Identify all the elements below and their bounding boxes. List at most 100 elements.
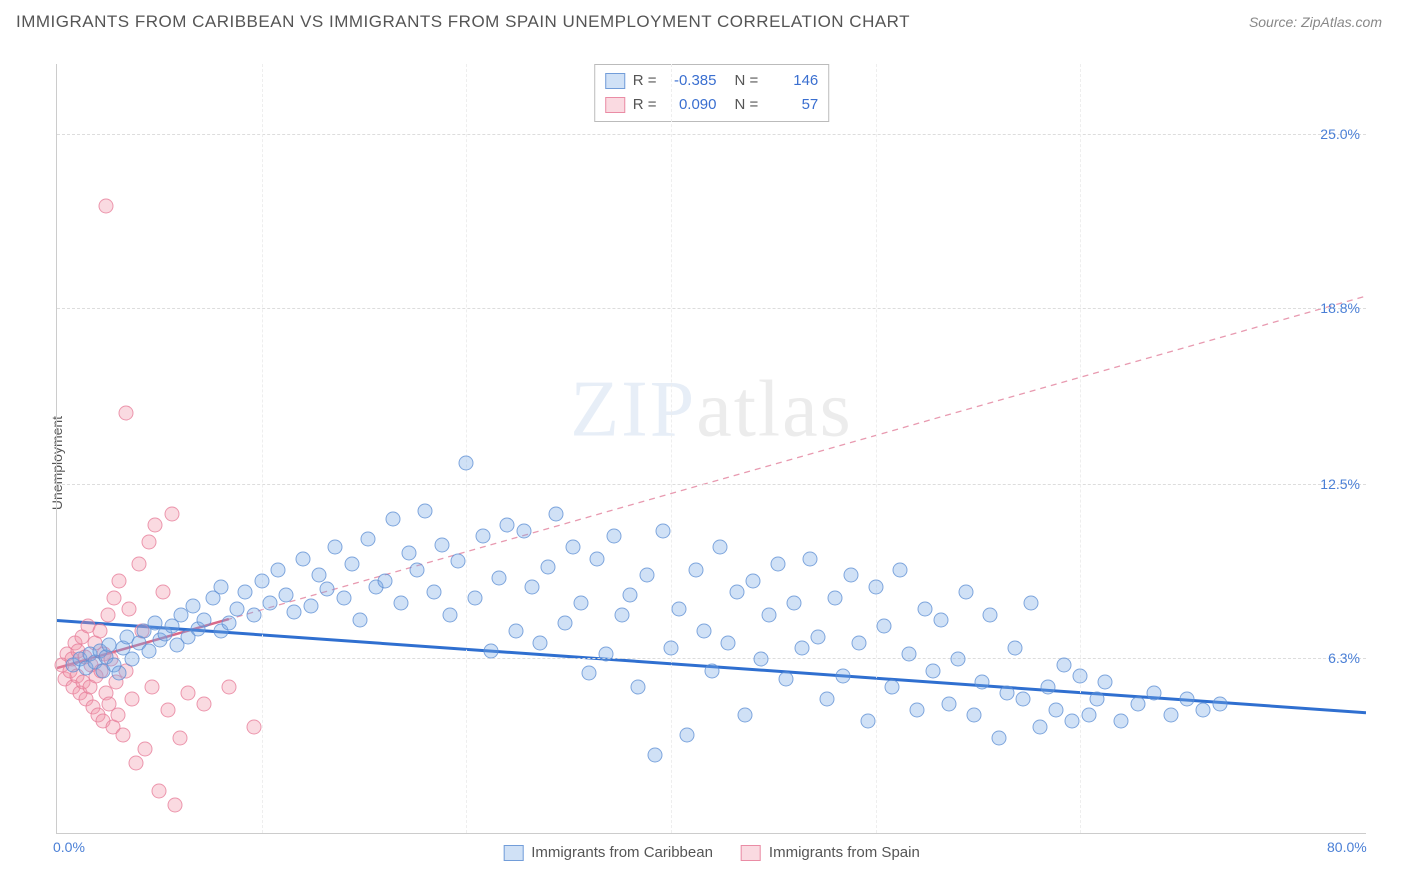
- data-point: [426, 585, 441, 600]
- data-point: [705, 663, 720, 678]
- data-point: [271, 562, 286, 577]
- data-point: [942, 697, 957, 712]
- swatch-pink-icon: [741, 845, 761, 861]
- data-point: [795, 641, 810, 656]
- data-point: [975, 674, 990, 689]
- watermark-zip: ZIP: [570, 366, 696, 454]
- data-point: [1089, 691, 1104, 706]
- data-point: [459, 456, 474, 471]
- y-tick-label: 6.3%: [1328, 650, 1360, 666]
- data-point: [197, 613, 212, 628]
- data-point: [836, 669, 851, 684]
- data-point: [410, 562, 425, 577]
- data-point: [246, 607, 261, 622]
- watermark: ZIPatlas: [570, 365, 853, 456]
- data-point: [483, 644, 498, 659]
- data-point: [893, 562, 908, 577]
- data-point: [377, 574, 392, 589]
- data-point: [125, 691, 140, 706]
- data-point: [144, 680, 159, 695]
- stats-row-blue: R = -0.385 N = 146: [605, 69, 819, 93]
- data-point: [128, 756, 143, 771]
- data-point: [115, 728, 130, 743]
- data-point: [991, 730, 1006, 745]
- data-point: [344, 557, 359, 572]
- chart-title: IMMIGRANTS FROM CARIBBEAN VS IMMIGRANTS …: [16, 12, 910, 32]
- r-value-blue: -0.385: [665, 69, 717, 93]
- plot-area: ZIPatlas R = -0.385 N = 146 R = 0.090 N …: [56, 64, 1366, 834]
- gridline-h: [57, 134, 1366, 135]
- x-tick-label: 0.0%: [53, 839, 85, 855]
- data-point: [1065, 714, 1080, 729]
- data-point: [688, 562, 703, 577]
- legend-label-blue: Immigrants from Caribbean: [531, 844, 713, 861]
- data-point: [320, 582, 335, 597]
- data-point: [565, 540, 580, 555]
- data-point: [197, 697, 212, 712]
- swatch-pink-icon: [605, 97, 625, 113]
- bottom-legend: Immigrants from Caribbean Immigrants fro…: [503, 844, 920, 861]
- data-point: [844, 568, 859, 583]
- data-point: [967, 708, 982, 723]
- data-point: [230, 602, 245, 617]
- data-point: [917, 602, 932, 617]
- data-point: [1098, 674, 1113, 689]
- data-point: [721, 635, 736, 650]
- data-point: [92, 624, 107, 639]
- data-point: [664, 641, 679, 656]
- data-point: [1032, 719, 1047, 734]
- data-point: [112, 574, 127, 589]
- data-point: [181, 686, 196, 701]
- data-point: [901, 646, 916, 661]
- data-point: [860, 714, 875, 729]
- data-point: [328, 540, 343, 555]
- data-point: [112, 666, 127, 681]
- data-point: [1147, 686, 1162, 701]
- x-tick-label: 80.0%: [1327, 839, 1367, 855]
- data-point: [811, 630, 826, 645]
- data-point: [99, 198, 114, 213]
- data-point: [434, 537, 449, 552]
- data-point: [999, 686, 1014, 701]
- data-point: [467, 590, 482, 605]
- data-point: [107, 590, 122, 605]
- data-point: [443, 607, 458, 622]
- data-point: [549, 506, 564, 521]
- gridline-v: [466, 64, 467, 833]
- data-point: [852, 635, 867, 650]
- data-point: [221, 680, 236, 695]
- data-point: [262, 596, 277, 611]
- data-point: [361, 532, 376, 547]
- data-point: [754, 652, 769, 667]
- data-point: [876, 618, 891, 633]
- data-point: [713, 540, 728, 555]
- data-point: [500, 518, 515, 533]
- data-point: [827, 590, 842, 605]
- n-label: N =: [735, 93, 759, 117]
- y-tick-label: 18.8%: [1320, 300, 1360, 316]
- data-point: [770, 557, 785, 572]
- data-point: [475, 529, 490, 544]
- data-point: [492, 571, 507, 586]
- legend-item-blue: Immigrants from Caribbean: [503, 844, 713, 861]
- data-point: [655, 523, 670, 538]
- data-point: [151, 784, 166, 799]
- data-point: [1114, 714, 1129, 729]
- data-point: [295, 551, 310, 566]
- data-point: [541, 560, 556, 575]
- data-point: [729, 585, 744, 600]
- data-point: [1130, 697, 1145, 712]
- r-label: R =: [633, 69, 657, 93]
- data-point: [122, 602, 137, 617]
- data-point: [148, 518, 163, 533]
- legend-item-pink: Immigrants from Spain: [741, 844, 920, 861]
- data-point: [745, 574, 760, 589]
- data-point: [508, 624, 523, 639]
- data-point: [156, 585, 171, 600]
- data-point: [623, 588, 638, 603]
- data-point: [1163, 708, 1178, 723]
- data-point: [934, 613, 949, 628]
- data-point: [385, 512, 400, 527]
- gridline-v: [262, 64, 263, 833]
- n-label: N =: [735, 69, 759, 93]
